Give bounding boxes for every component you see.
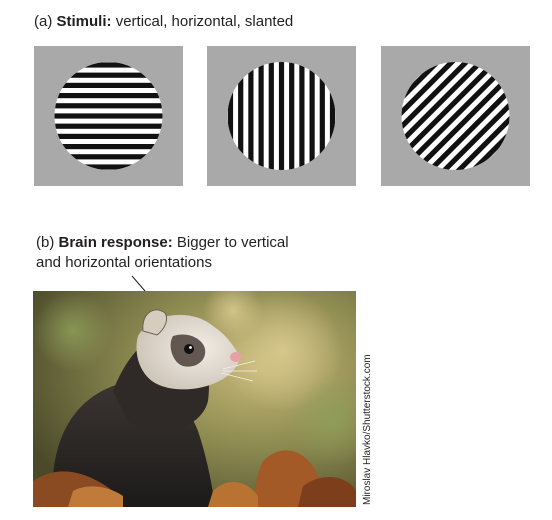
caption-b-line1: (b) Brain response: Bigger to vertical [36,233,289,253]
grating-stripe [329,62,336,170]
grating-stripe [54,164,163,170]
grating-stripe [401,62,496,156]
grating-stripe [422,83,510,170]
stimulus-horizontal-panel [207,46,356,186]
grating-stripe [238,62,244,170]
grating-stripe [45,175,173,180]
slanted-grating [401,62,510,170]
caption-brain-response: (b) Brain response: Bigger to vertical a… [36,233,289,273]
caption-a-bold: Stimuli: [56,13,112,30]
caption-a-prefix: (a) [34,13,53,30]
caption-b-line2: and horizontal orientations [36,254,212,271]
grating-stripe [45,46,173,47]
grating-stripe [54,123,163,129]
grating-stripe [309,62,315,170]
grating-stripe [299,62,305,170]
grating-stripe [437,97,510,170]
caption-b-bold: Brain response: [58,234,173,251]
grating-stripe [401,62,489,149]
grating-stripe [54,62,163,68]
grating-stripe [268,62,274,170]
stimulus-vertical-panel [34,46,183,186]
grating-stripe [54,113,163,119]
grating-stripe [208,52,213,180]
grating-stripe [45,52,173,57]
grating-stripe [54,93,163,99]
grating-stripe [289,62,295,170]
caption-b-line1-text: Bigger to vertical [176,234,289,251]
grating-stripe [444,104,510,170]
grating-stripe [350,52,355,180]
grating-stripe [258,62,264,170]
vertical-grating [45,46,173,186]
grating-stripe [408,68,503,164]
photo-credit: Miroslav Hlavko/Shutterstock.com [362,354,373,505]
grating-stripe [248,62,254,170]
grating-stripe [319,62,325,170]
grating-stripe [415,76,510,170]
grating-stripe [340,52,345,180]
grating-stripe [218,52,223,180]
caption-stimuli: (a) Stimuli: vertical, horizontal, slant… [34,12,293,32]
grating-stripe [227,62,234,170]
stimulus-slanted-panel [381,46,530,186]
grating-stripe [54,133,163,139]
grating-stripe [401,62,481,142]
grating-stripe [54,154,163,160]
caption-b-prefix: (b) [36,234,55,251]
grating-stripe [430,90,510,170]
ferret-illustration [33,291,356,507]
grating-stripe [278,62,285,170]
grating-stripe [401,62,467,128]
caption-a-text: vertical, horizontal, slanted [115,13,294,30]
ferret-photo [33,291,356,507]
grating-stripe [54,144,163,150]
grating-stripe [401,62,474,135]
horizontal-grating [208,52,355,180]
grating-stripe [54,72,163,78]
grating-stripe [45,185,173,186]
grating-stripe [54,82,163,88]
grating-stripe [54,103,163,109]
